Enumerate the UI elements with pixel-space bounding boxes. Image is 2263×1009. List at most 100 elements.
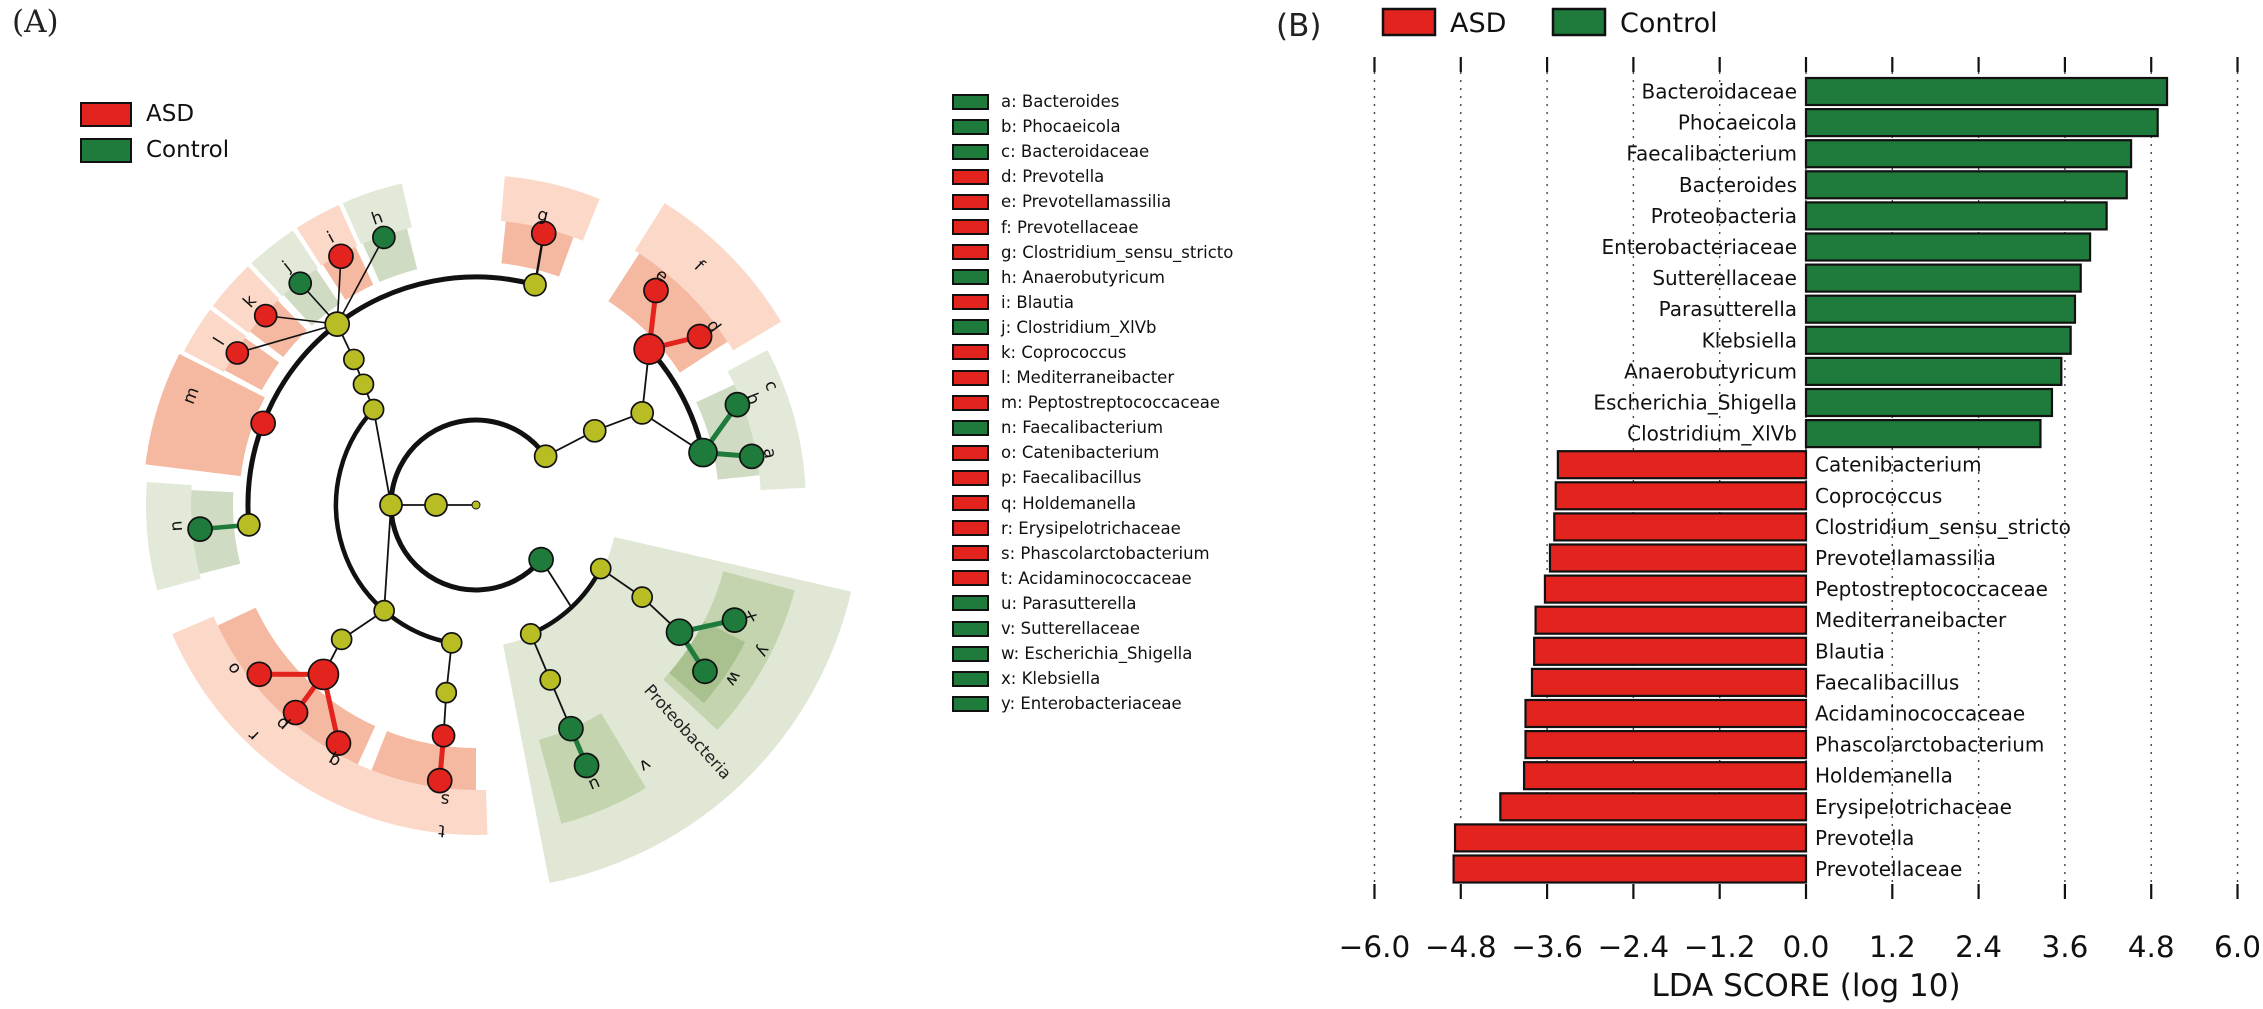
cladogram-node <box>440 632 463 654</box>
bar-label-Phocaeicola: Phocaeicola <box>1678 111 1797 135</box>
legend-item-label: q: Holdemanella <box>1001 493 1137 513</box>
cladogram-sector <box>500 176 600 241</box>
cladogram-sector <box>172 616 488 835</box>
bar-Mediterraneibacter <box>1534 605 1808 635</box>
cladogram-node <box>523 272 547 297</box>
cladogram-node <box>431 723 456 748</box>
bar-Proteobacteria <box>1804 201 2108 231</box>
cladogram-node <box>724 391 751 418</box>
cladogram-node <box>253 303 278 328</box>
bar-Escherichia_Shigella <box>1804 387 2054 418</box>
legend-item-e: e: Prevotellamassilia <box>952 189 1233 214</box>
bar-Prevotellamassilia <box>1548 543 1808 573</box>
tick-label: 2.4 <box>1955 930 2002 964</box>
legend-item-label: p: Faecalibacillus <box>1001 468 1142 488</box>
cladogram-node <box>582 418 607 443</box>
cladogram-node <box>533 444 558 469</box>
cladogram-edge <box>236 323 339 354</box>
bar-Clostridium_sensu_stricto <box>1553 512 1808 542</box>
bar-label-Catenibacterium: Catenibacterium <box>1815 453 1982 477</box>
legend-item-swatch <box>952 670 989 687</box>
legend-item-h: h: Anaerobutyricum <box>952 265 1233 290</box>
cladogram-node <box>328 243 354 270</box>
tick-label: −3.6 <box>1511 930 1583 964</box>
cladogram-node <box>324 311 351 337</box>
legend-item-label: y: Enterobacteriaceae <box>1001 694 1182 714</box>
legend-item-label: a: Bacteroides <box>1001 92 1120 112</box>
tick-label: −2.4 <box>1598 930 1670 964</box>
legend-item-swatch <box>952 545 989 562</box>
cladogram-edge <box>372 408 392 506</box>
legend-item-swatch <box>952 645 989 662</box>
cladogram-node <box>631 586 654 608</box>
taxa-letter-a: a <box>759 446 781 460</box>
taxa-letter-t: t <box>437 820 446 841</box>
legend-item-swatch <box>952 93 989 110</box>
cladogram-node <box>519 623 542 645</box>
bar-label-Erysipelotrichaceae: Erysipelotrichaceae <box>1815 795 2012 819</box>
legend-swatch-asd <box>1381 7 1437 37</box>
tick-label: 0.0 <box>1783 930 1830 964</box>
cladogram-node <box>237 513 261 537</box>
cladogram-node <box>352 373 375 396</box>
legend-item-f: f: Prevotellaceae <box>952 214 1233 239</box>
legend-item-x: x: Klebsiella <box>952 666 1233 691</box>
legend-item-i: i: Blautia <box>952 290 1233 315</box>
legend-item-label: h: Anaerobutyricum <box>1001 267 1165 287</box>
cladogram-sector <box>342 183 412 245</box>
legend-item-label: r: Erysipelotrichaceae <box>1001 518 1181 538</box>
bar-label-Clostridium_XlVb: Clostridium_XlVb <box>1627 422 1797 446</box>
bar-Faecalibacterium <box>1804 139 2133 169</box>
panel-a-legend: ASD Control <box>80 96 229 168</box>
cladogram-node <box>343 348 365 371</box>
legend-item-swatch <box>952 419 989 436</box>
bar-label-Holdemanella: Holdemanella <box>1815 764 1953 788</box>
tick-label: 3.6 <box>2041 930 2088 964</box>
taxa-letter-n: n <box>166 520 187 532</box>
bar-Acidaminococcaceae <box>1524 698 1808 729</box>
bar-Faecalibacillus <box>1530 667 1808 698</box>
cladogram-node <box>325 730 352 757</box>
bar-Erysipelotrichaceae <box>1499 792 1808 822</box>
tick-label: −4.8 <box>1425 930 1497 964</box>
panel-b-label: (B) <box>1276 8 1321 44</box>
taxa-legend-list: a: Bacteroides b: Phocaeicola c: Bacteroid… <box>952 89 1233 716</box>
legend-item-swatch <box>952 294 989 311</box>
bar-Parasutterella <box>1804 294 2077 324</box>
cladogram-node <box>530 220 557 247</box>
legend-item-b: b: Phocaeicola <box>952 114 1233 139</box>
cladogram-node <box>187 516 213 542</box>
cladogram-node <box>665 618 694 647</box>
legend-item-swatch <box>952 570 989 587</box>
legend-item-label: c: Bacteroidaceae <box>1001 142 1150 162</box>
legend-item-swatch <box>952 495 989 512</box>
asd-color-swatch <box>80 101 132 127</box>
asd-legend-label: ASD <box>146 101 195 127</box>
bar-label-Anaerobutyricum: Anaerobutyricum <box>1624 359 1797 383</box>
legend-label-asd: ASD <box>1450 8 1506 39</box>
legend-item-n: n: Faecalibacterium <box>952 415 1233 440</box>
bar-label-Proteobacteria: Proteobacteria <box>1651 204 1797 228</box>
tick-label: 1.2 <box>1869 930 1916 964</box>
legend-item-swatch <box>952 244 989 261</box>
bar-label-Peptostreptococcaceae: Peptostreptococcaceae <box>1815 577 2048 601</box>
legend-item-swatch <box>952 269 989 286</box>
legend-item-label: x: Klebsiella <box>1001 669 1101 689</box>
bar-label-Mediterraneibacter: Mediterraneibacter <box>1815 608 2007 632</box>
legend-item-label: f: Prevotellaceae <box>1001 217 1139 237</box>
bar-label-Bacteroidaceae: Bacteroidaceae <box>1641 80 1797 104</box>
legend-item-label: v: Sutterellaceae <box>1001 619 1141 639</box>
cladogram-node <box>630 401 655 425</box>
legend-item-k: k: Coprococcus <box>952 340 1233 365</box>
cladogram-node <box>372 225 396 250</box>
cladogram-node <box>373 599 396 622</box>
legend-item-swatch <box>952 118 989 135</box>
control-color-swatch <box>80 137 132 163</box>
legend-item-v: v: Sutterellaceae <box>952 616 1233 641</box>
legend-item-label: j: Clostridium_XlVb <box>1001 317 1157 337</box>
legend-item-swatch <box>952 344 989 361</box>
bar-label-Clostridium_sensu_stricto: Clostridium_sensu_stricto <box>1815 515 2071 539</box>
cladogram-edge <box>336 236 385 325</box>
legend-item-label: n: Faecalibacterium <box>1001 418 1164 438</box>
